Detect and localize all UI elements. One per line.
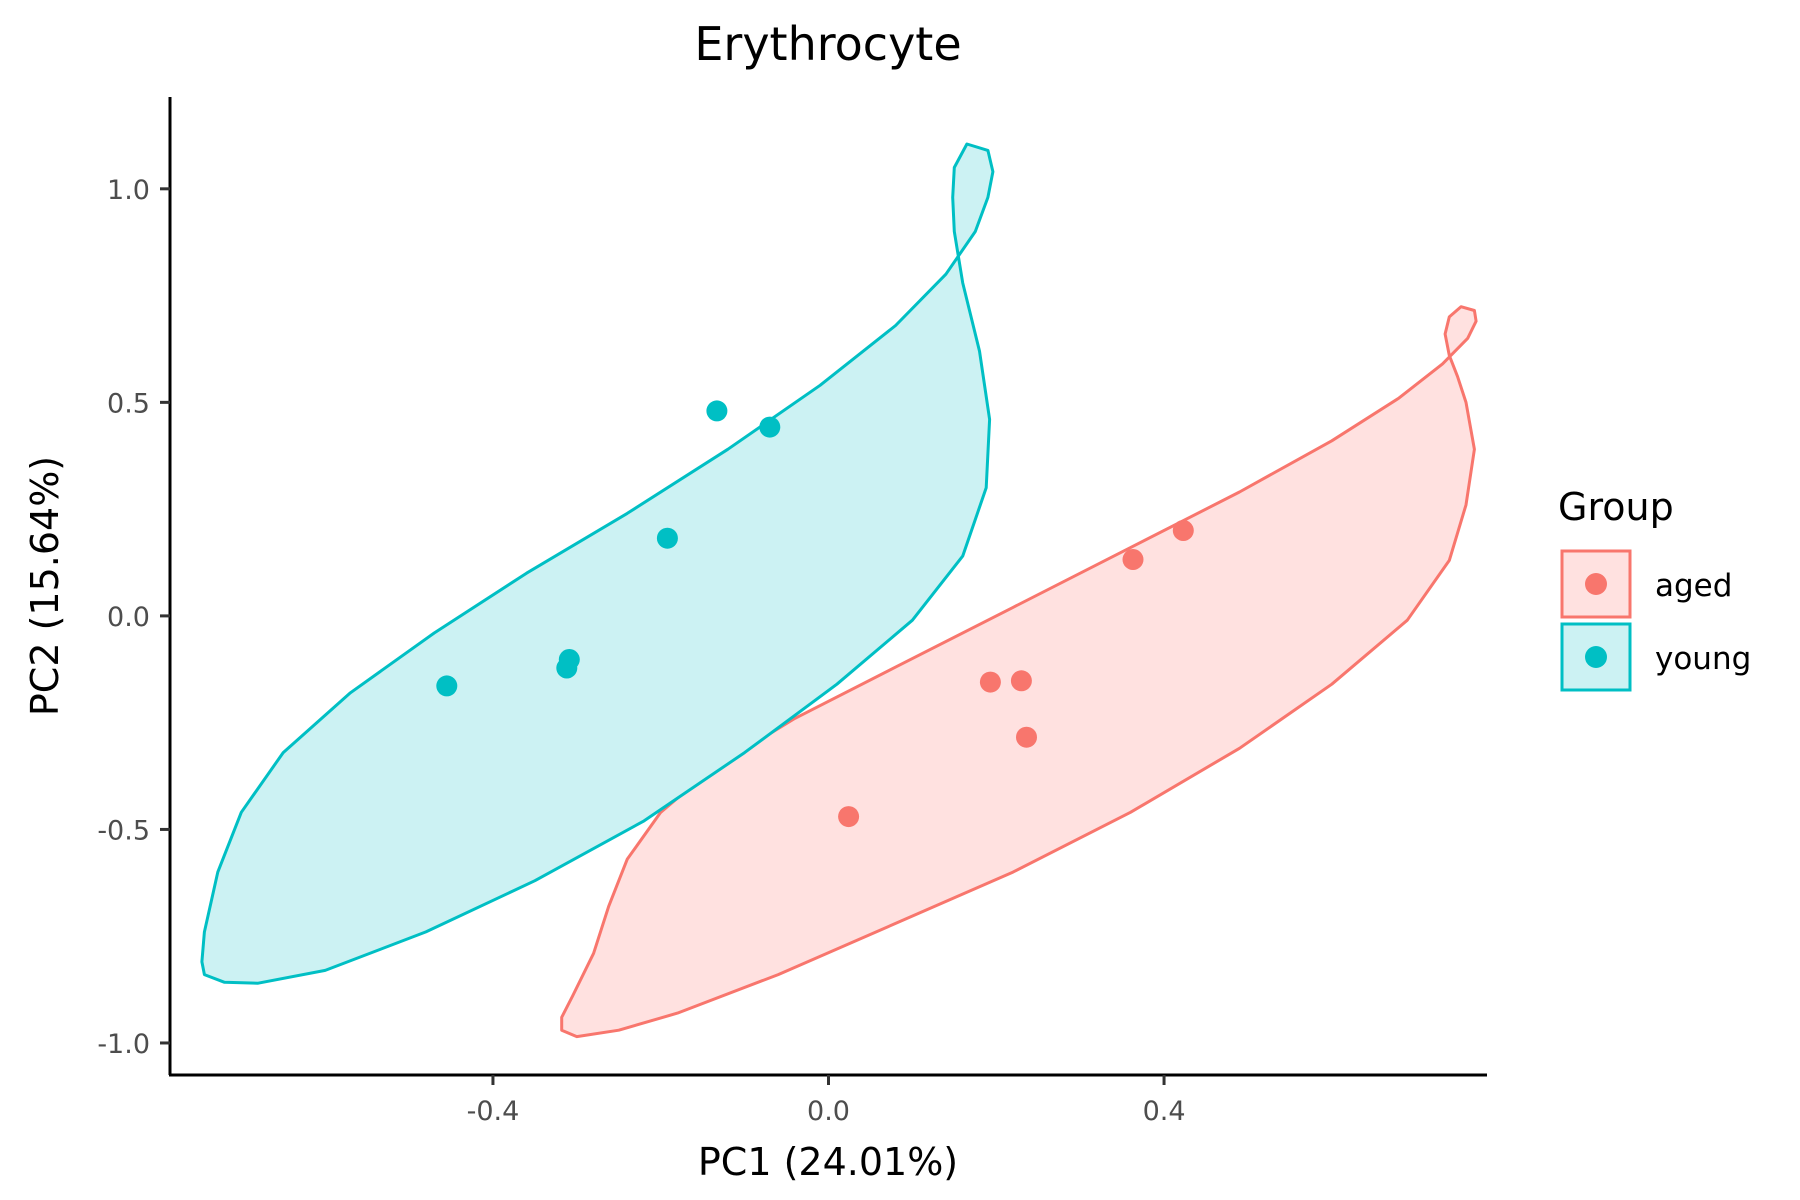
data-point-young-5	[706, 400, 728, 422]
x-tick-label: -0.4	[467, 1096, 520, 1127]
y-tick-label: -1.0	[97, 1029, 150, 1060]
ellipse-young	[200, 142, 995, 985]
y-tick-label: 0.0	[107, 602, 150, 633]
chart-title: Erythrocyte	[694, 17, 961, 71]
y-tick-label: 1.0	[107, 175, 150, 206]
x-tick-label: 0.0	[807, 1096, 850, 1127]
data-point-aged-1	[838, 806, 860, 828]
legend: Group aged young	[1558, 485, 1751, 692]
legend-marker-aged	[1585, 573, 1607, 595]
legend-marker-young	[1585, 646, 1607, 668]
legend-title: Group	[1558, 485, 1674, 529]
y-tick-label: -0.5	[97, 815, 150, 846]
legend-label-young: young	[1655, 641, 1751, 677]
data-point-young-3	[556, 657, 578, 679]
x-axis-title: PC1 (24.01%)	[698, 1140, 958, 1184]
y-axis-title: PC2 (15.64%)	[23, 456, 67, 716]
data-point-aged-5	[1122, 549, 1144, 570]
data-point-aged-3	[1010, 670, 1032, 692]
data-point-young-4	[656, 527, 678, 549]
x-tick-label: 0.4	[1143, 1096, 1186, 1127]
legend-item-aged: aged	[1560, 549, 1732, 619]
data-point-young-1	[436, 675, 458, 697]
x-axis-ticks: -0.4 0.0 0.4	[467, 1075, 1186, 1127]
legend-label-aged: aged	[1655, 568, 1732, 604]
data-point-aged-4	[1016, 726, 1037, 748]
data-point-young-6	[759, 416, 781, 438]
y-axis-ticks: -1.0 -0.5 0.0 0.5 1.0	[97, 175, 170, 1060]
confidence-ellipses	[200, 142, 1478, 1039]
legend-item-young: young	[1560, 622, 1751, 692]
data-point-aged-2	[979, 671, 1001, 693]
data-points	[436, 400, 1194, 828]
data-point-aged-6	[1172, 520, 1194, 541]
y-tick-label: 0.5	[107, 388, 150, 419]
legend-key-aged	[1560, 549, 1632, 619]
